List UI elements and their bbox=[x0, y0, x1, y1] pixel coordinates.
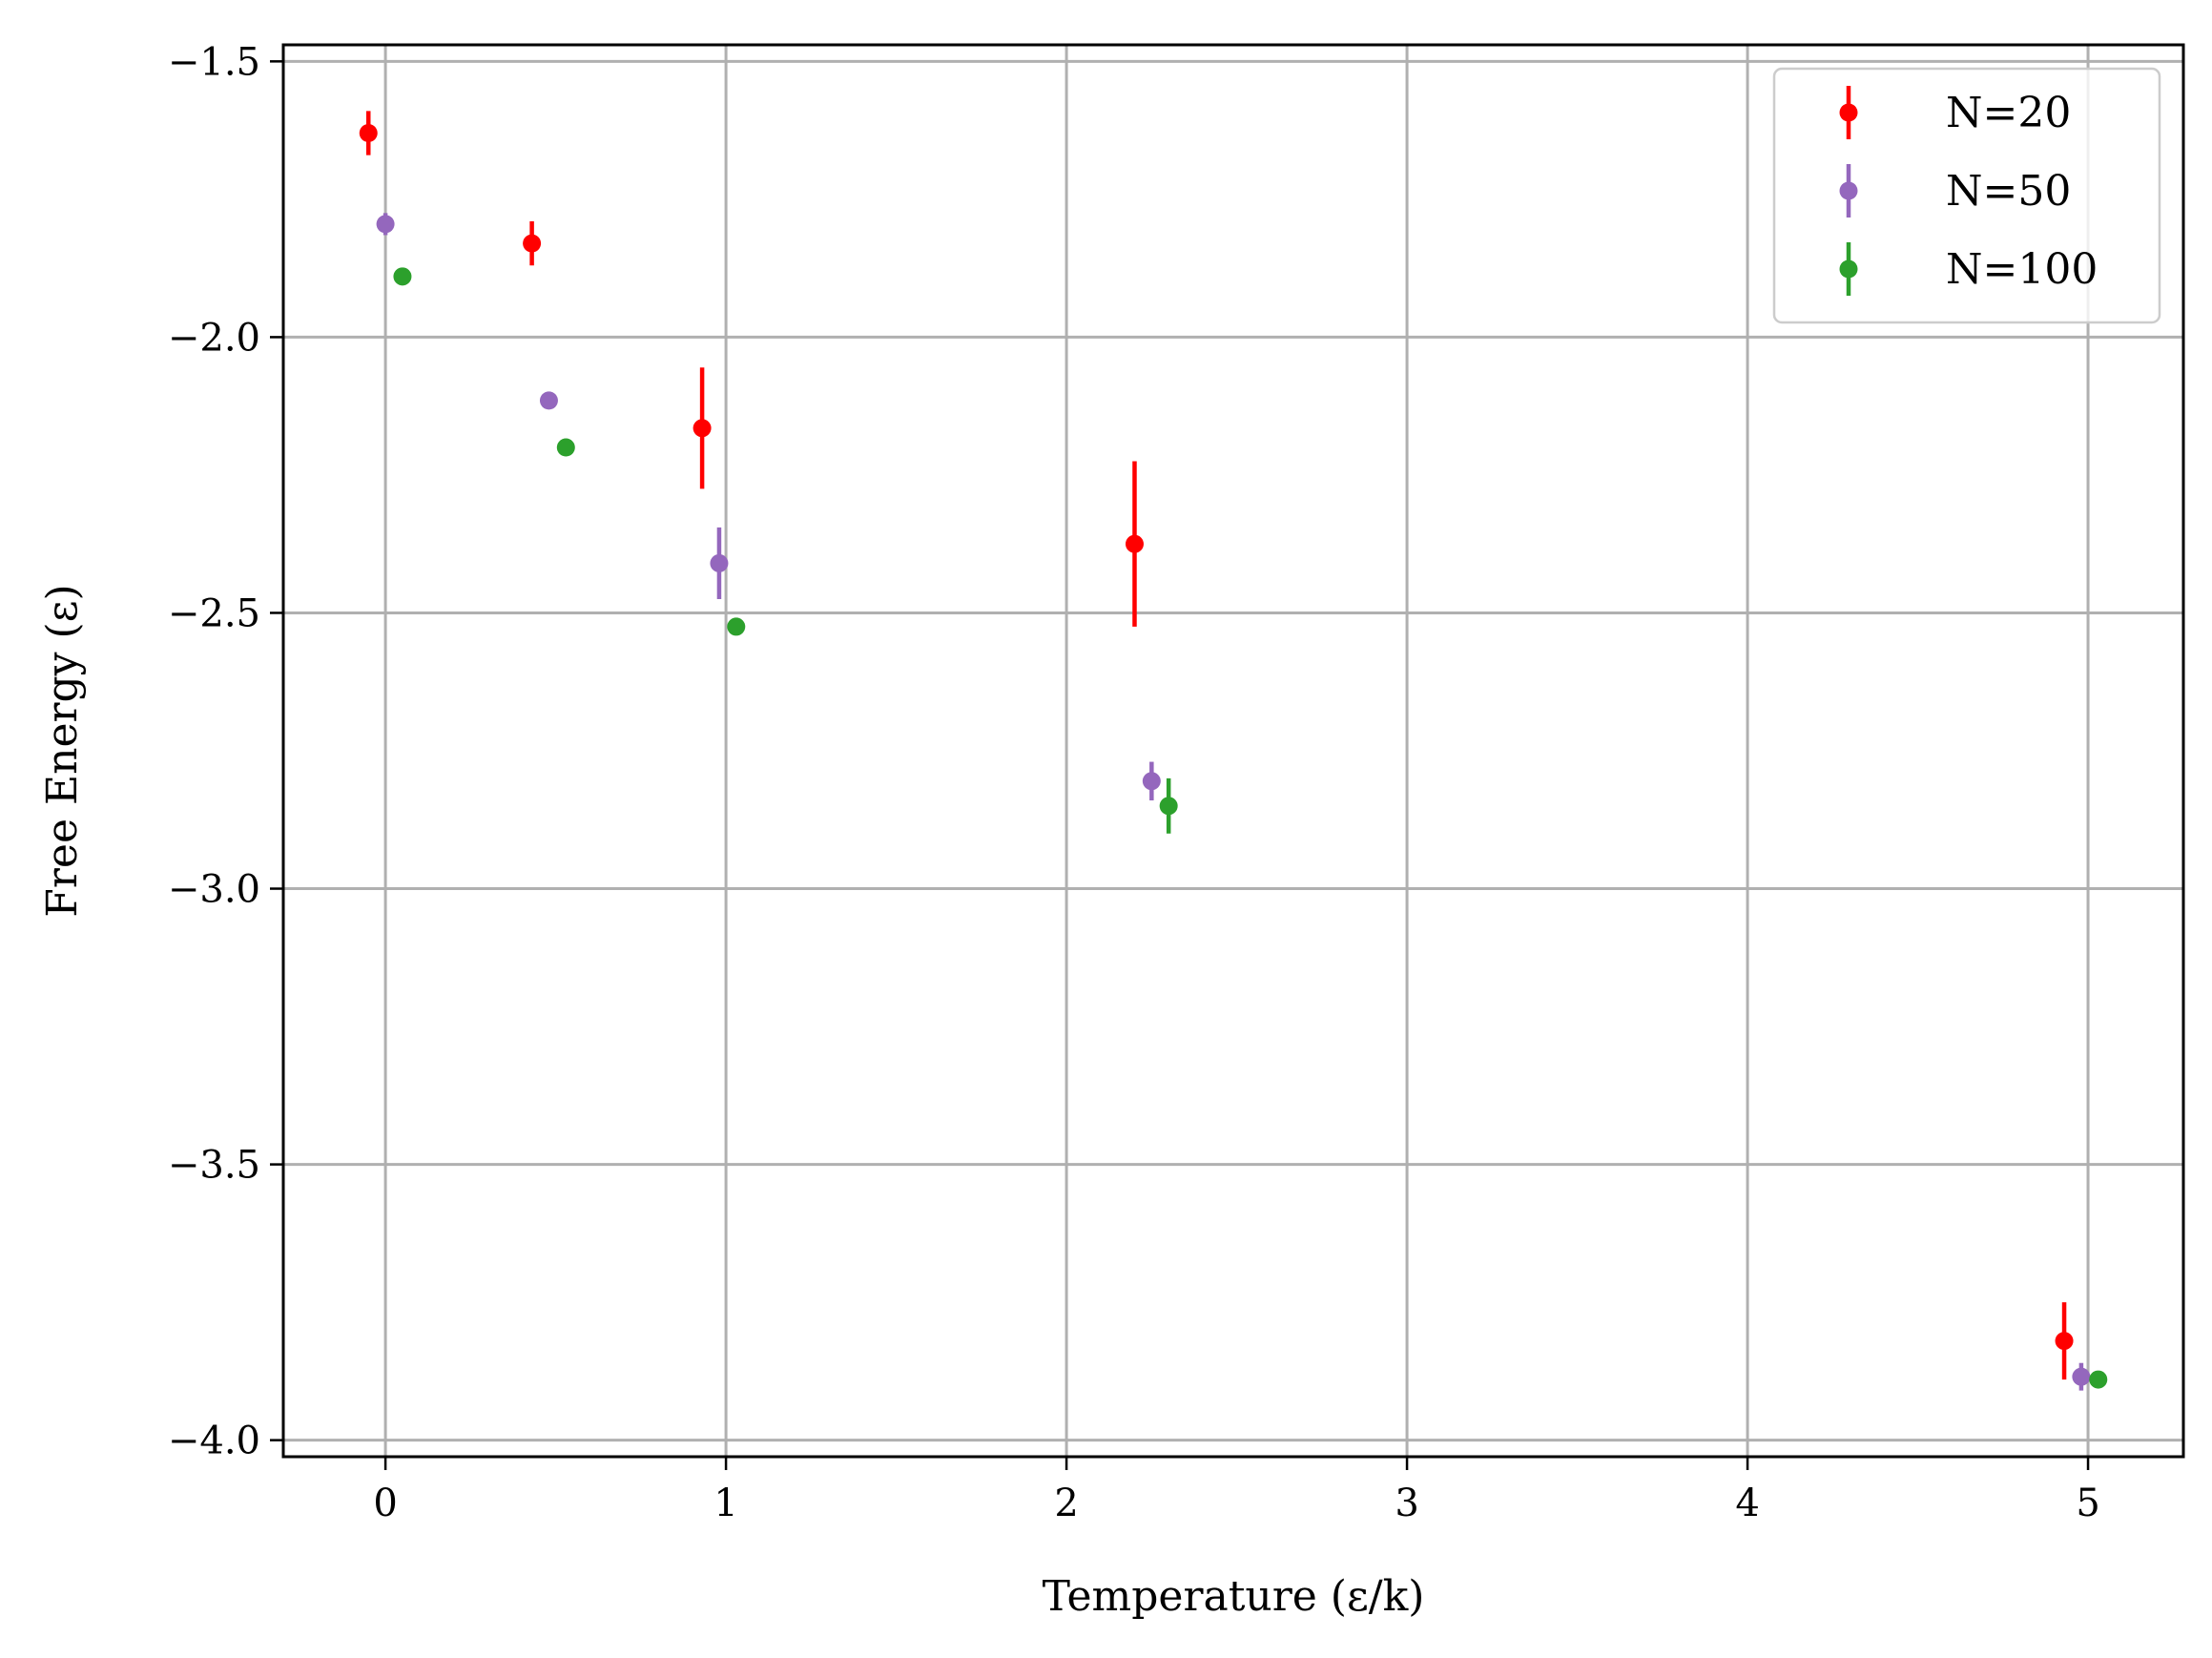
data-point bbox=[376, 215, 395, 234]
legend-marker bbox=[1839, 103, 1858, 122]
y-tick-label: −4.0 bbox=[168, 1420, 260, 1463]
legend-label: N=100 bbox=[1946, 245, 2098, 294]
y-axis-label: Free Energy (ε) bbox=[38, 584, 87, 917]
data-point bbox=[1142, 772, 1161, 791]
data-points bbox=[359, 111, 2108, 1391]
data-point bbox=[539, 391, 558, 410]
axis-ticks: 0 1 2 3 4 5 −1.5 −2.0 −2.5 −3.0 −3.5 −4.0 bbox=[168, 40, 2100, 1525]
y-tick-label: −1.5 bbox=[168, 40, 260, 84]
data-point bbox=[1125, 534, 1144, 553]
legend-frame bbox=[1772, 67, 2161, 324]
x-tick-label: 4 bbox=[1735, 1482, 1759, 1525]
y-tick-label: −2.0 bbox=[168, 316, 260, 360]
x-tick-label: 3 bbox=[1395, 1482, 1418, 1525]
data-point bbox=[2089, 1370, 2108, 1389]
legend-marker bbox=[1839, 181, 1858, 200]
data-point bbox=[556, 438, 575, 457]
data-point bbox=[727, 617, 746, 636]
data-point bbox=[393, 267, 412, 286]
plot-area-frame bbox=[281, 43, 2185, 1459]
data-point bbox=[523, 234, 542, 253]
series-n-50 bbox=[376, 213, 2091, 1391]
data-point bbox=[710, 553, 729, 572]
data-point bbox=[2055, 1332, 2074, 1351]
data-point bbox=[2072, 1367, 2091, 1386]
data-point bbox=[359, 124, 378, 142]
y-tick-label: −3.0 bbox=[168, 868, 260, 912]
data-point bbox=[1159, 797, 1178, 816]
x-tick-label: 0 bbox=[373, 1482, 397, 1525]
series-n-100 bbox=[393, 267, 2108, 1389]
x-tick-label: 1 bbox=[713, 1482, 737, 1525]
legend-label: N=50 bbox=[1946, 167, 2071, 216]
x-tick-label: 5 bbox=[2076, 1482, 2099, 1525]
legend-marker bbox=[1839, 259, 1858, 279]
series-n-20 bbox=[359, 111, 2074, 1380]
x-axis-label: Temperature (ε/k) bbox=[1043, 1572, 1425, 1621]
legend-label: N=20 bbox=[1946, 89, 2071, 137]
legend: N=20 N=50 N=100 bbox=[1772, 67, 2161, 324]
x-tick-label: 2 bbox=[1054, 1482, 1078, 1525]
y-tick-label: −2.5 bbox=[168, 591, 260, 635]
data-point bbox=[693, 419, 712, 438]
y-tick-label: −3.5 bbox=[168, 1144, 260, 1188]
